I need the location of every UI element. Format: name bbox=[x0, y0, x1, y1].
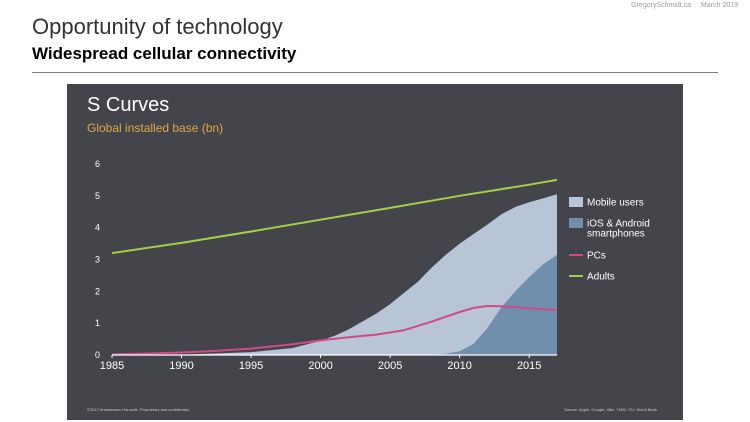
legend-label-pcs: PCs bbox=[587, 251, 606, 262]
y-tick-label-0: 0 bbox=[95, 350, 100, 360]
y-tick-label-5: 5 bbox=[95, 191, 100, 201]
legend-label-ios-android-smartphones: iOS & Android smartphones bbox=[587, 219, 650, 240]
y-tick-label-4: 4 bbox=[95, 223, 100, 233]
y-tick-label-3: 3 bbox=[95, 255, 100, 265]
area-mobile-users bbox=[112, 194, 557, 355]
x-tick-label-2000: 2000 bbox=[308, 360, 332, 372]
x-tick-label-1990: 1990 bbox=[169, 360, 193, 372]
x-tick-label-2005: 2005 bbox=[378, 360, 402, 372]
legend-label-mobile-users: Mobile users bbox=[587, 198, 644, 209]
plot-areas bbox=[112, 194, 557, 355]
y-tick-label-6: 6 bbox=[95, 159, 100, 169]
chart-panel: S Curves Global installed base (bn) 0 1 2 3… bbox=[67, 84, 683, 420]
line-pcs bbox=[111, 305, 558, 356]
chart-legend: Mobile users iOS & Android smartphones PCs A… bbox=[569, 197, 650, 283]
title-divider bbox=[32, 72, 718, 73]
chart-subtitle: Global installed base (bn) bbox=[87, 121, 223, 135]
x-tick-label-2010: 2010 bbox=[447, 360, 471, 372]
legend-swatch-mobile-users bbox=[569, 197, 583, 207]
footer-copyright: ©2017 Andreessen Horowitz. Proprietary a… bbox=[87, 407, 190, 412]
slide-subtitle: Widespread cellular connectivity bbox=[32, 44, 297, 63]
y-tick-label-1: 1 bbox=[95, 318, 100, 328]
area-ios-android-smartphones bbox=[417, 254, 557, 355]
footer-source: Source: Apple, Google, cBiz, TMW, ITU, W… bbox=[564, 407, 657, 412]
y-tick-label-2: 2 bbox=[95, 286, 100, 296]
plot-lines bbox=[111, 178, 558, 356]
slide-meta: GregorySchmidt.ca March 2019 bbox=[623, 2, 738, 9]
date-label: March 2019 bbox=[701, 2, 738, 9]
legend-label-adults: Adults bbox=[587, 272, 615, 283]
x-tick-label-1995: 1995 bbox=[239, 360, 263, 372]
slide-title: Opportunity of technology bbox=[32, 14, 283, 39]
chart-title: S Curves bbox=[87, 94, 169, 116]
chart-axes: 0 1 2 3 4 5 6 1985 1990 1995 2000 2005 2010 2015 bbox=[95, 159, 557, 372]
x-tick-label-1985: 1985 bbox=[100, 360, 124, 372]
s-curves-chart: S Curves Global installed base (bn) 0 1 2 3… bbox=[87, 94, 657, 412]
legend-swatch-ios-android-smartphones bbox=[569, 218, 583, 228]
author-label: GregorySchmidt.ca bbox=[631, 2, 692, 9]
x-tick-label-2015: 2015 bbox=[517, 360, 541, 372]
line-adults bbox=[111, 178, 558, 255]
